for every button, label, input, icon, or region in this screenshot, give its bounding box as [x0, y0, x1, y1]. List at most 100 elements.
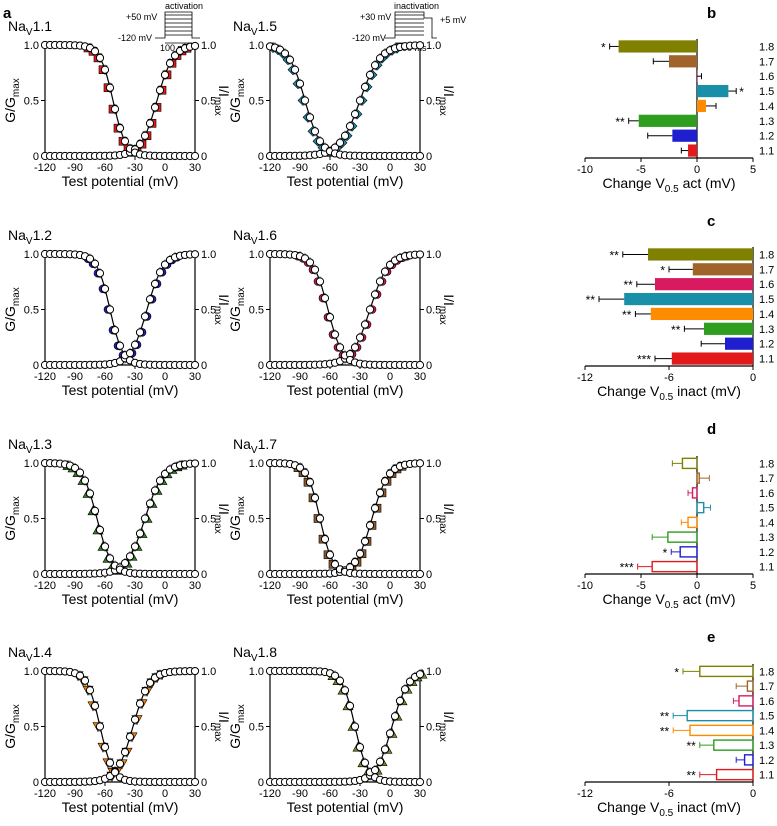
y-axis-label-right-base: I/I [216, 294, 232, 306]
inactivation-data-point [85, 254, 95, 263]
significance-marker: ** [660, 724, 670, 738]
inactivation-data-point [285, 55, 295, 64]
y-axis-label-left-sub: max [236, 287, 247, 306]
y-tick-label-right: 0.5 [201, 96, 216, 108]
activation-step-voltage: +50 mV [126, 12, 157, 22]
activation-data-point [370, 61, 380, 70]
y-tick-label-right: 0.5 [201, 514, 216, 526]
panel-title-nav14: NaV1.4 [8, 644, 52, 664]
inactivation-data-point [100, 542, 110, 551]
inactivation-data-point [340, 686, 350, 695]
activation-data-point [395, 696, 405, 705]
bar-1.8 [618, 40, 697, 53]
category-label-1.1: 1.1 [759, 146, 774, 158]
y-tick-label-right: 0 [201, 777, 207, 789]
panel-title-base: Na [233, 18, 251, 34]
bar-1.8 [648, 248, 753, 261]
y-axis-label-left-base: G/G [227, 97, 243, 123]
activation-data-point [380, 477, 390, 486]
category-label-1.1: 1.1 [759, 562, 774, 574]
y-axis-label-right: I/Imax [437, 85, 457, 116]
inactivation-data-point [325, 550, 335, 559]
activation-data-point [125, 552, 135, 561]
x-tick-label: 30 [414, 580, 426, 592]
activation-protocol-label: activation [165, 1, 203, 11]
significance-marker: * [601, 40, 606, 54]
bar-1.7 [696, 472, 700, 484]
activation-data-point [370, 766, 380, 775]
x-tick-label: -10 [577, 580, 593, 592]
y-tick-label-left: 0 [33, 777, 39, 789]
activation-data-point [150, 486, 160, 495]
x-tick-label: -6 [664, 788, 674, 800]
x-axis-label-base: Change V [597, 799, 660, 815]
boltzmann-panel-nav11: NaV1.1-120 -90 -60 -30 0 300 00.5 0.51.0 1.0Test… [2, 18, 232, 189]
significance-marker: ** [615, 115, 625, 129]
activation-data-point [385, 729, 395, 738]
category-label-1.2: 1.2 [759, 547, 774, 559]
y-tick-label-left: 0.5 [24, 722, 39, 734]
x-tick-label: -60 [97, 162, 113, 174]
x-axis-label-sub: 0.5 [659, 392, 673, 403]
panel-letter-e: e [707, 629, 715, 646]
activation-data-point [155, 268, 165, 277]
inactivation-data-point [105, 83, 115, 92]
y-tick-label-right: 1.0 [201, 666, 216, 678]
x-tick-label: 30 [414, 788, 426, 800]
y-axis-label-left-sub: max [236, 704, 247, 723]
panel-title-base: Na [233, 227, 251, 243]
panel-title-nav11: NaV1.1 [8, 18, 52, 38]
activation-data-point [140, 514, 150, 523]
activation-data-point [355, 96, 365, 105]
inactivation-data-point [325, 313, 335, 322]
category-label-1.5: 1.5 [759, 503, 774, 515]
y-tick-label-left: 0.5 [24, 305, 39, 317]
x-axis-label: Test potential (mV) [62, 591, 179, 607]
activation-data-point [380, 267, 390, 276]
x-axis-label-tail: act (mV) [679, 175, 736, 191]
panel-title-num: 1.1 [33, 18, 53, 34]
x-tick-label: -90 [292, 580, 308, 592]
x-tick-label: -60 [97, 580, 113, 592]
activation-data-point [155, 476, 165, 485]
panel-title-num: 1.6 [258, 227, 278, 243]
panel-letter-c: c [707, 213, 715, 230]
x-tick-label: -120 [34, 580, 56, 592]
panel-letter-d: d [707, 421, 716, 438]
y-axis-label-right-group: I/Imax [212, 503, 232, 534]
inactivation-step-traces [385, 11, 437, 39]
activation-data-point [375, 54, 385, 63]
inactivation-data-point [415, 569, 425, 579]
activation-data-point [190, 250, 200, 259]
category-label-1.3: 1.3 [759, 116, 774, 128]
inactivation-data-point [335, 343, 345, 352]
inactivation-data-point [95, 269, 105, 278]
activation-data-point [390, 712, 400, 721]
y-axis-label-right-sub: max [437, 97, 448, 116]
inactivation-data-point [115, 124, 125, 133]
y-axis-label-right: I/Imax [437, 711, 457, 742]
inactivation-data-point [190, 777, 200, 787]
panel-letter-a: a [3, 5, 12, 22]
inactivation-data-point [310, 493, 320, 502]
inactivation-data-point [95, 53, 105, 62]
inactivation-data-point [105, 758, 115, 767]
y-tick-label-left: 1.0 [249, 666, 264, 678]
inactivation-data-point [90, 506, 100, 515]
bar-1.6 [655, 278, 753, 291]
bar-panel-c: -12 -6 0 Change V0.5 inact (mV) 1.8 ** 1.7 * 1.6… [577, 247, 774, 403]
bar-1.3 [704, 322, 753, 335]
activation-data-point [130, 340, 140, 349]
x-tick-label: 0 [162, 580, 168, 592]
bar-1.5 [697, 84, 729, 98]
inactivation-data-point [290, 65, 300, 74]
y-tick-label-left: 0.5 [249, 514, 264, 526]
y-tick-label-left: 0 [258, 777, 264, 789]
y-tick-label-right: 0.5 [426, 722, 441, 734]
y-tick-label-left: 1.0 [24, 40, 39, 52]
significance-marker: ** [623, 278, 633, 292]
bar-1.3 [638, 114, 697, 127]
activation-hold-voltage: -120 mV [118, 33, 152, 43]
activation-data-point [360, 537, 370, 546]
x-tick-label: -30 [127, 788, 143, 800]
